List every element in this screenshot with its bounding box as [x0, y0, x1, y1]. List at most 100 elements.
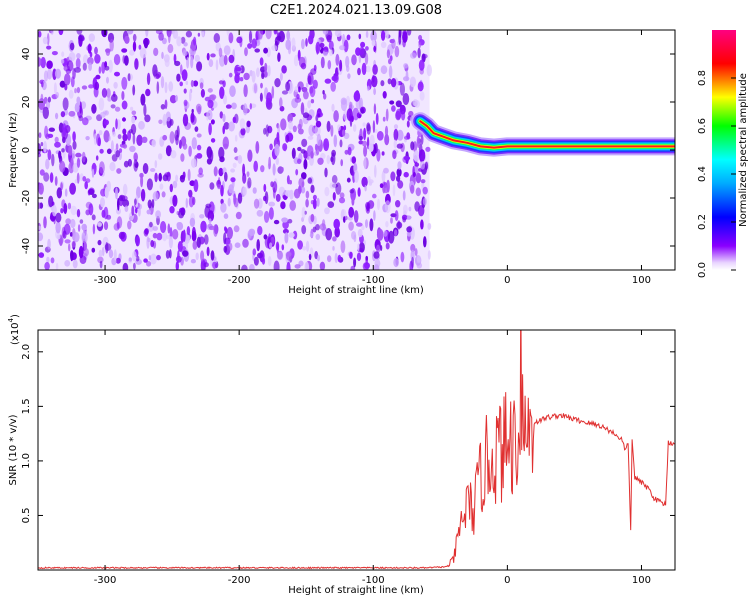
noise-blob	[176, 36, 182, 47]
noise-blob	[345, 55, 350, 68]
noise-blob	[266, 92, 273, 105]
noise-blob	[87, 43, 92, 54]
noise-blob	[367, 200, 375, 209]
noise-blob	[201, 31, 205, 38]
noise-blob	[76, 172, 80, 184]
noise-blob	[175, 174, 179, 183]
noise-blob	[209, 94, 217, 100]
noise-blob	[106, 76, 109, 84]
noise-blob	[403, 76, 410, 82]
noise-blob	[301, 225, 307, 235]
noise-blob	[363, 156, 367, 170]
noise-blob	[93, 133, 97, 146]
noise-blob	[146, 209, 151, 215]
noise-blob	[97, 239, 102, 246]
noise-blob	[403, 63, 409, 69]
noise-blob	[372, 193, 377, 199]
noise-blob	[307, 100, 311, 109]
noise-blob	[333, 73, 339, 84]
noise-blob	[326, 154, 331, 165]
noise-blob	[353, 124, 357, 132]
noise-blob	[215, 59, 219, 71]
noise-blob	[162, 174, 169, 182]
noise-blob	[310, 151, 314, 159]
noise-blob	[404, 135, 411, 140]
noise-blob	[333, 110, 339, 123]
colorbar-ticks: 0.0 0.2 0.4 0.6 0.8	[697, 70, 736, 278]
noise-blob	[92, 223, 96, 235]
noise-blob	[260, 82, 263, 89]
noise-blob	[332, 246, 335, 251]
noise-blob	[70, 250, 74, 262]
noise-blob	[158, 119, 163, 125]
noise-blob	[310, 184, 315, 194]
colorbar-gradient	[712, 30, 736, 270]
noise-blob	[255, 141, 260, 154]
noise-blob	[295, 169, 299, 176]
noise-blob	[380, 41, 387, 49]
noise-blob	[156, 254, 161, 261]
noise-blob	[122, 55, 126, 64]
noise-blob	[395, 108, 402, 120]
noise-blob	[411, 256, 414, 269]
noise-blob	[377, 198, 380, 211]
noise-blob	[81, 85, 88, 90]
noise-blob	[346, 177, 351, 183]
noise-blob	[129, 49, 135, 56]
noise-blob	[160, 76, 165, 89]
noise-blob	[249, 264, 255, 270]
noise-blob	[326, 34, 332, 43]
noise-blob	[110, 140, 114, 152]
noise-blob	[330, 81, 337, 92]
noise-blob	[410, 141, 415, 151]
noise-blob	[418, 41, 422, 49]
noise-blob	[210, 53, 216, 58]
noise-blob	[278, 186, 286, 196]
noise-blob	[191, 108, 194, 114]
noise-blob	[382, 91, 387, 99]
noise-blob	[180, 36, 186, 44]
noise-blob	[370, 30, 377, 42]
noise-blob	[305, 82, 309, 88]
noise-blob	[138, 120, 145, 130]
noise-blob	[315, 145, 320, 156]
noise-blob	[296, 93, 300, 100]
noise-blob	[293, 188, 301, 199]
noise-blob	[382, 116, 386, 122]
noise-blob	[222, 113, 226, 123]
noise-blob	[393, 128, 399, 141]
y-tick-label: 40	[21, 48, 32, 61]
noise-blob	[223, 54, 228, 66]
noise-blob	[302, 246, 307, 251]
noise-blob	[145, 30, 149, 37]
noise-blob	[80, 101, 87, 109]
noise-blob	[263, 210, 270, 223]
noise-blob	[383, 184, 389, 194]
noise-blob	[276, 35, 282, 41]
noise-blob	[218, 80, 224, 85]
noise-blob	[69, 182, 76, 195]
noise-blob	[381, 170, 386, 183]
noise-blob	[379, 245, 383, 251]
noise-blob	[395, 100, 402, 108]
noise-blob	[349, 251, 353, 259]
noise-blob	[246, 120, 251, 128]
noise-blob	[267, 65, 271, 77]
noise-blob	[185, 80, 189, 85]
noise-blob	[232, 162, 237, 168]
noise-blob	[200, 220, 207, 233]
noise-blob	[62, 97, 69, 111]
noise-blob	[254, 48, 260, 53]
noise-blob	[237, 154, 243, 164]
noise-blob	[207, 210, 215, 222]
noise-blob	[417, 47, 421, 59]
noise-blob	[301, 138, 308, 148]
noise-blob	[308, 124, 315, 137]
noise-blob	[186, 226, 191, 236]
noise-blob	[198, 167, 203, 175]
noise-blob	[373, 87, 376, 96]
noise-blob	[344, 149, 349, 155]
noise-blob	[133, 152, 138, 162]
noise-blob	[244, 47, 248, 57]
noise-blob	[380, 65, 388, 75]
